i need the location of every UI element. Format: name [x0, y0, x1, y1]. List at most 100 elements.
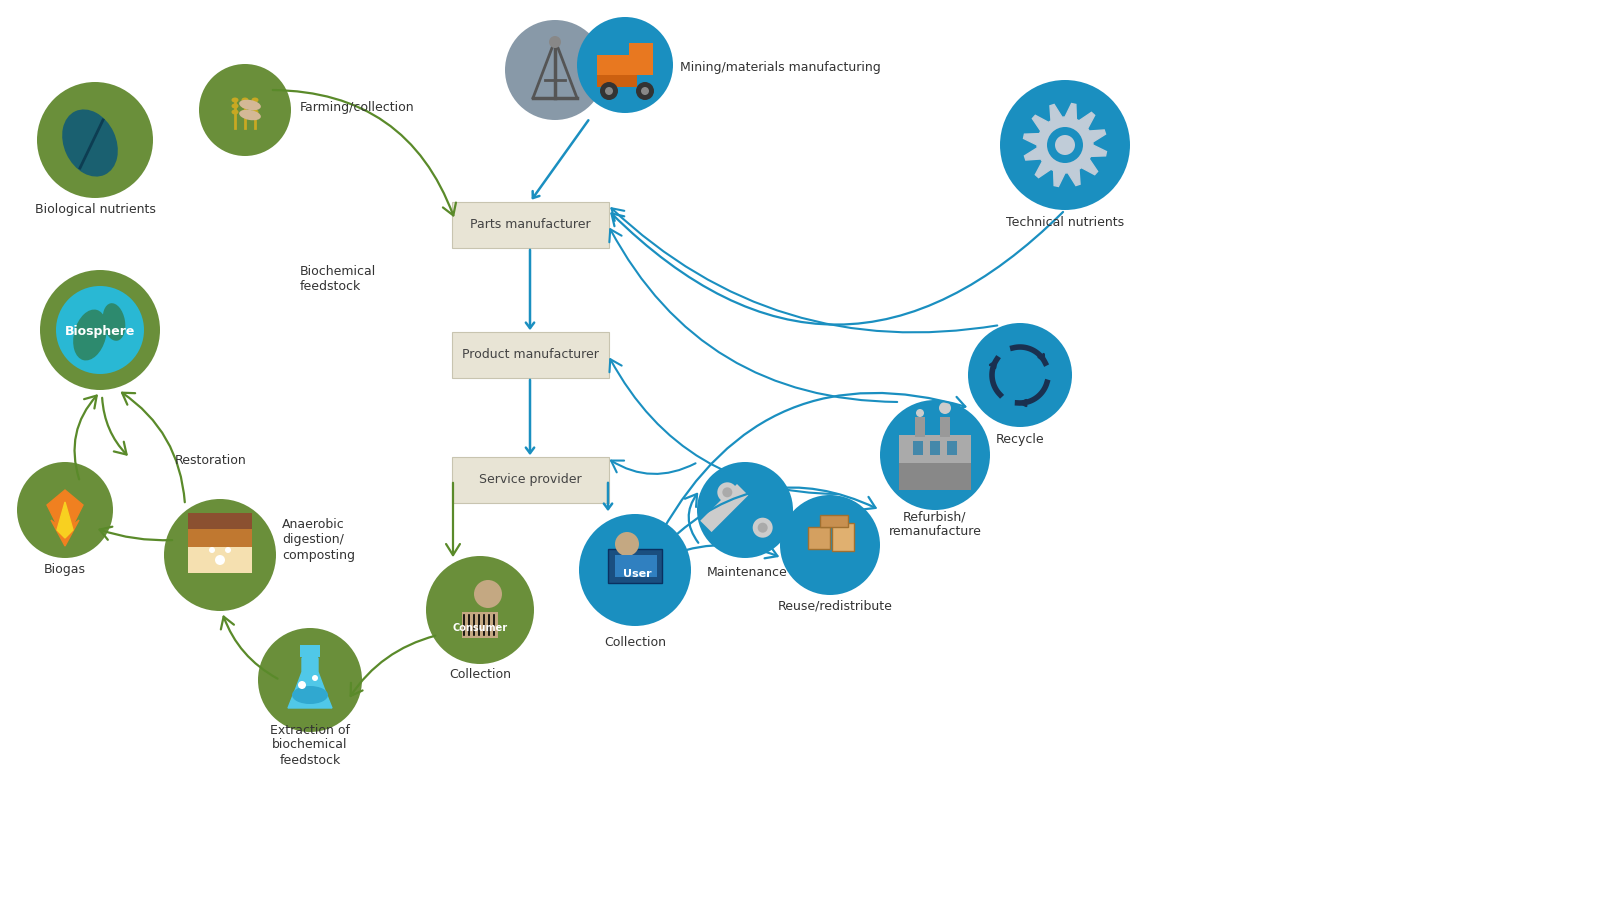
Circle shape [506, 20, 605, 120]
Polygon shape [58, 502, 74, 538]
Bar [301, 645, 320, 657]
Ellipse shape [251, 110, 259, 114]
Text: Biogas: Biogas [45, 563, 86, 577]
FancyArrowPatch shape [610, 359, 837, 494]
Bar [899, 460, 971, 490]
Circle shape [165, 499, 277, 611]
Circle shape [968, 323, 1072, 427]
Text: Technical nutrients: Technical nutrients [1006, 215, 1125, 229]
FancyArrowPatch shape [610, 230, 898, 402]
Text: Biosphere: Biosphere [66, 326, 134, 338]
Ellipse shape [291, 686, 328, 704]
Ellipse shape [242, 104, 248, 109]
Bar [701, 484, 749, 532]
Text: Collection: Collection [450, 669, 510, 681]
Circle shape [1046, 127, 1083, 163]
Bar [941, 417, 950, 437]
Text: Consumer: Consumer [453, 623, 507, 633]
Circle shape [605, 87, 613, 95]
Text: Recycle: Recycle [995, 434, 1045, 446]
Bar [189, 513, 253, 529]
Circle shape [642, 87, 650, 95]
FancyBboxPatch shape [608, 549, 662, 583]
Circle shape [56, 286, 144, 374]
Text: Biochemical
feedstock: Biochemical feedstock [301, 265, 376, 293]
Circle shape [614, 532, 638, 556]
Polygon shape [1024, 104, 1107, 186]
Bar [899, 435, 971, 463]
Text: Extraction of
biochemical
feedstock: Extraction of biochemical feedstock [270, 724, 350, 767]
Text: Restoration: Restoration [174, 454, 246, 466]
FancyArrowPatch shape [667, 488, 875, 543]
Circle shape [40, 270, 160, 390]
Text: Parts manufacturer: Parts manufacturer [470, 219, 590, 231]
Circle shape [426, 556, 534, 664]
FancyBboxPatch shape [451, 202, 608, 248]
FancyArrowPatch shape [272, 90, 456, 215]
Bar [915, 417, 925, 437]
Bar [189, 545, 253, 573]
FancyArrowPatch shape [446, 482, 459, 555]
Bar [832, 523, 854, 551]
Bar [819, 515, 848, 527]
FancyArrowPatch shape [350, 635, 435, 696]
Text: Anaerobic
digestion/
composting: Anaerobic digestion/ composting [282, 518, 355, 562]
Ellipse shape [242, 97, 248, 103]
Circle shape [578, 17, 674, 113]
Bar [914, 441, 923, 455]
Ellipse shape [62, 110, 118, 176]
Circle shape [579, 514, 691, 626]
FancyArrowPatch shape [661, 393, 965, 533]
Text: Farming/collection: Farming/collection [301, 102, 414, 114]
FancyArrowPatch shape [75, 396, 96, 480]
Circle shape [214, 555, 226, 565]
Bar [597, 55, 653, 75]
Ellipse shape [232, 97, 238, 103]
FancyArrowPatch shape [221, 616, 277, 679]
Ellipse shape [74, 310, 107, 361]
Text: Service provider: Service provider [478, 473, 581, 487]
Circle shape [1054, 135, 1075, 155]
Circle shape [312, 675, 318, 681]
Bar [808, 527, 830, 549]
Ellipse shape [242, 110, 248, 114]
Bar [629, 43, 653, 57]
FancyArrowPatch shape [99, 526, 173, 540]
Bar [614, 555, 658, 577]
Ellipse shape [102, 303, 125, 341]
Ellipse shape [232, 110, 238, 114]
FancyArrowPatch shape [122, 392, 186, 502]
Circle shape [37, 82, 154, 198]
Circle shape [637, 82, 654, 100]
Ellipse shape [251, 97, 259, 103]
FancyArrowPatch shape [611, 461, 696, 474]
FancyBboxPatch shape [451, 332, 608, 378]
Circle shape [198, 64, 291, 156]
Circle shape [258, 628, 362, 732]
Circle shape [600, 82, 618, 100]
Text: Collection: Collection [605, 635, 666, 649]
Text: Product manufacturer: Product manufacturer [461, 348, 598, 362]
Circle shape [1000, 80, 1130, 210]
Bar [597, 75, 637, 87]
Circle shape [717, 482, 738, 502]
Ellipse shape [251, 104, 259, 109]
Bar [302, 655, 318, 673]
Ellipse shape [232, 104, 238, 109]
Circle shape [226, 547, 230, 553]
Bar [189, 527, 253, 547]
FancyArrowPatch shape [685, 494, 698, 543]
Text: User: User [622, 569, 651, 579]
Bar [947, 441, 957, 455]
Circle shape [915, 409, 925, 417]
Bar [930, 441, 941, 455]
Polygon shape [288, 658, 333, 708]
FancyArrowPatch shape [102, 398, 126, 454]
Circle shape [298, 681, 306, 689]
FancyArrowPatch shape [611, 208, 997, 332]
Polygon shape [46, 490, 83, 546]
Circle shape [781, 495, 880, 595]
Circle shape [18, 462, 114, 558]
Text: Biological nutrients: Biological nutrients [35, 203, 155, 217]
Ellipse shape [238, 100, 261, 111]
